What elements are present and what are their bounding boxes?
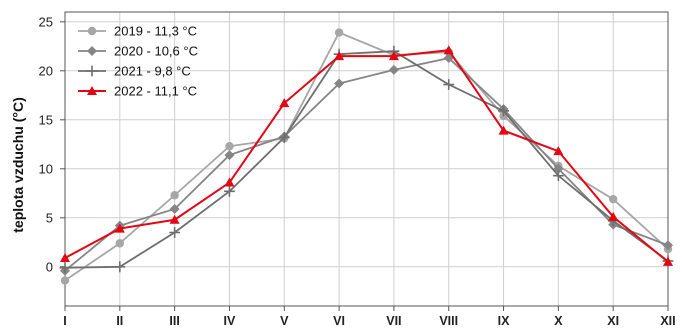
data-point bbox=[115, 239, 125, 248]
data-point bbox=[278, 132, 290, 143]
series-line bbox=[64, 57, 669, 272]
y-tick-label: 10 bbox=[39, 161, 53, 176]
data-point bbox=[498, 125, 509, 135]
data-point bbox=[114, 261, 126, 273]
legend-marker bbox=[87, 26, 97, 36]
data-point bbox=[224, 150, 235, 161]
data-point bbox=[334, 78, 345, 89]
series-line bbox=[64, 49, 669, 263]
legend-item: 2022 - 11,1 °C bbox=[78, 84, 197, 99]
x-tick-label: XII bbox=[660, 314, 675, 328]
data-point bbox=[59, 262, 71, 274]
legend: 2019 - 11,3 °C 2020 - 10,6 °C 2021 - 9,8 °… bbox=[78, 24, 198, 99]
y-axis-label: teplota vzduchu (°C) bbox=[10, 97, 26, 232]
legend-label: 2019 - 11,3 °C bbox=[114, 24, 197, 39]
data-point bbox=[498, 105, 509, 117]
y-tick-label: 25 bbox=[39, 14, 53, 29]
y-tick-label: 20 bbox=[39, 63, 53, 78]
y-tick-label: 5 bbox=[46, 210, 53, 225]
legend-marker bbox=[87, 86, 97, 95]
x-tick-label: VIII bbox=[439, 314, 458, 328]
series-3 bbox=[60, 45, 673, 266]
data-point bbox=[225, 142, 234, 151]
data-point bbox=[60, 252, 70, 262]
x-tick-label: XI bbox=[607, 314, 619, 328]
data-point bbox=[169, 214, 180, 224]
y-tick-label: 0 bbox=[46, 259, 53, 274]
plot-frame bbox=[64, 11, 669, 307]
x-tick-label: IV bbox=[224, 314, 236, 328]
legend-item: 2020 - 10,6 °C bbox=[78, 44, 198, 59]
data-point bbox=[553, 146, 564, 156]
data-point bbox=[388, 51, 399, 61]
legend-marker bbox=[87, 46, 97, 56]
data-point bbox=[169, 227, 181, 238]
x-tick-label: VII bbox=[386, 314, 401, 328]
legend-label: 2022 - 11,1 °C bbox=[114, 84, 197, 99]
data-point bbox=[334, 28, 344, 37]
data-point bbox=[443, 45, 454, 55]
data-point bbox=[608, 194, 618, 204]
x-tick-label: III bbox=[169, 314, 179, 328]
data-point bbox=[114, 223, 125, 233]
data-point bbox=[663, 256, 673, 266]
data-point bbox=[608, 211, 619, 221]
series-line bbox=[64, 50, 669, 269]
series-2 bbox=[59, 45, 674, 274]
x-tick-label: I bbox=[63, 314, 66, 328]
x-tick-label: X bbox=[554, 314, 563, 328]
data-point bbox=[334, 51, 345, 61]
x-axis-ticks: I II III IV V VI VII VIII IX X XI XII bbox=[63, 306, 676, 328]
y-axis-ticks: 0 5 10 15 20 25 bbox=[39, 14, 65, 274]
series-line bbox=[64, 31, 669, 282]
x-tick-label: II bbox=[116, 314, 123, 328]
data-point bbox=[443, 79, 455, 90]
data-point bbox=[552, 170, 564, 182]
data-point bbox=[553, 163, 564, 174]
y-tick-label: 15 bbox=[39, 112, 53, 127]
data-point bbox=[224, 177, 235, 187]
series-group bbox=[59, 28, 674, 285]
legend-label: 2021 - 9,8 °C bbox=[114, 64, 191, 79]
x-tick-label: V bbox=[280, 314, 289, 328]
x-tick-label: IX bbox=[498, 314, 510, 328]
legend-item: 2019 - 11,3 °C bbox=[78, 24, 197, 39]
data-point bbox=[60, 276, 70, 285]
data-point bbox=[169, 203, 180, 214]
data-point bbox=[224, 185, 235, 197]
legend-marker bbox=[86, 65, 98, 77]
data-point bbox=[388, 64, 399, 75]
data-point bbox=[663, 240, 673, 251]
legend-item: 2021 - 9,8 °C bbox=[78, 64, 191, 79]
x-tick-label: VI bbox=[333, 314, 345, 328]
legend-label: 2020 - 10,6 °C bbox=[114, 44, 198, 59]
data-point bbox=[170, 191, 179, 200]
data-point bbox=[279, 98, 290, 108]
